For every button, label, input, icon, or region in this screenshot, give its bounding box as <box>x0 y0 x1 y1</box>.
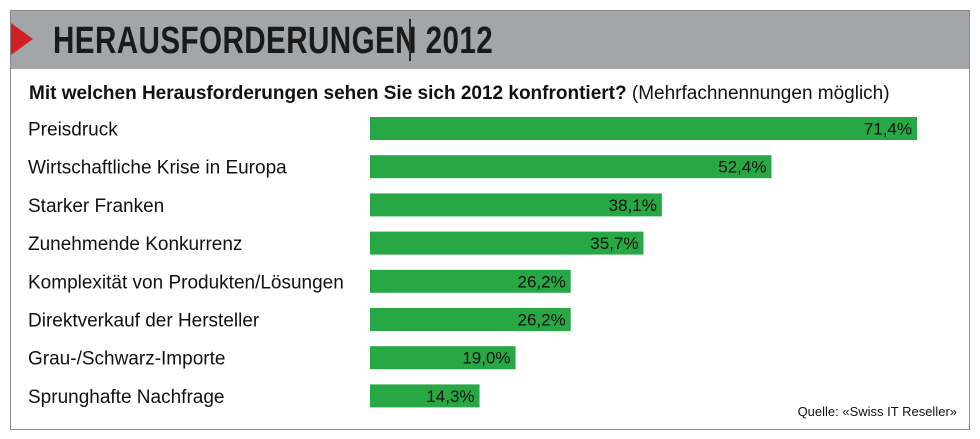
value-label: 26,2% <box>518 311 566 330</box>
category-label: Preisdruck <box>28 120 118 141</box>
bar <box>370 155 772 179</box>
category-label: Zunehmende Konkurrenz <box>28 234 242 255</box>
category-label: Wirtschaftliche Krise in Europa <box>28 158 287 179</box>
bar <box>370 308 571 331</box>
value-label: 71,4% <box>864 120 912 139</box>
bar <box>370 231 644 255</box>
value-label: 19,0% <box>462 349 510 368</box>
value-label: 14,3% <box>426 387 474 406</box>
source-note: Quelle: «Swiss IT Reseller» <box>797 404 957 419</box>
bar <box>370 193 662 217</box>
value-label: 35,7% <box>590 234 638 253</box>
bar <box>370 384 480 408</box>
question-note: (Mehrfachnennungen möglich) <box>631 83 890 104</box>
header-arrow-icon <box>11 23 33 55</box>
chart-title: HERAUSFORDERUNGEN 2012 <box>53 20 494 62</box>
value-label: 26,2% <box>518 272 566 291</box>
header-divider <box>409 19 411 61</box>
bar <box>370 117 917 140</box>
category-label: Grau-/Schwarz-Importe <box>28 349 225 370</box>
bar <box>370 269 571 293</box>
chart-frame: HERAUSFORDERUNGEN 2012 Mit welchen Herau… <box>10 10 970 430</box>
category-label: Direktverkauf der Hersteller <box>28 311 260 332</box>
value-label: 52,4% <box>718 158 766 177</box>
header-band: HERAUSFORDERUNGEN 2012 <box>11 11 969 69</box>
question-bold: Mit welchen Herausforderungen sehen Sie … <box>29 83 627 104</box>
category-label: Sprunghafte Nachfrage <box>28 387 224 408</box>
question-text: Mit welchen Herausforderungen sehen Sie … <box>29 83 890 105</box>
category-label: Komplexität von Produkten/Lösungen <box>28 272 344 293</box>
bar <box>370 346 516 370</box>
category-label: Starker Franken <box>28 196 164 217</box>
value-label: 38,1% <box>609 196 657 215</box>
